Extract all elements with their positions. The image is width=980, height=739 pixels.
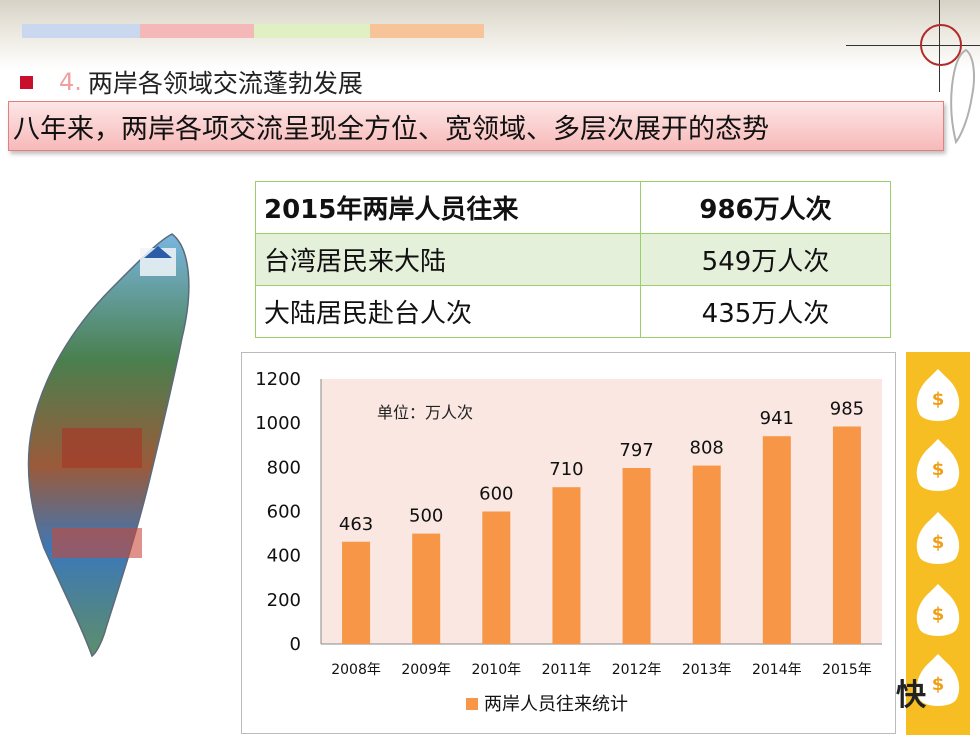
y-tick-label: 400	[267, 546, 301, 567]
bar	[552, 487, 581, 644]
table-row: 2015年两岸人员往来 986万人次	[255, 181, 891, 234]
color-bar-4	[370, 24, 484, 38]
coin-symbol: $	[932, 604, 945, 625]
y-tick-label: 800	[267, 457, 301, 478]
bar	[342, 541, 371, 644]
color-bar-2	[140, 24, 254, 38]
table-cell-label: 台湾居民来大陆	[255, 233, 641, 286]
unit-annotation: 单位：万人次	[377, 403, 473, 422]
table-cell-label: 大陆居民赴台人次	[255, 285, 641, 338]
y-tick-label: 200	[267, 590, 301, 611]
data-label: 941	[760, 408, 794, 429]
coin-bag-icon: $	[916, 654, 960, 706]
data-label: 808	[690, 438, 724, 459]
coin-bags-decor: $ $ $ $ $	[916, 369, 960, 706]
table-cell-value: 986万人次	[640, 181, 891, 234]
coin-bag-icon: $	[916, 512, 960, 564]
corner-logo: 快	[896, 678, 926, 713]
summary-banner: 八年来，两岸各项交流呈现全方位、宽领域、多层次展开的态势	[8, 101, 944, 151]
data-label: 797	[619, 440, 653, 461]
y-tick-label: 1000	[255, 413, 301, 434]
x-tick-label: 2015年	[822, 662, 872, 678]
legend-swatch	[466, 698, 478, 710]
bar	[832, 426, 861, 644]
section-number: 4.	[59, 68, 82, 96]
table-cell-label: 2015年两岸人员往来	[255, 181, 641, 234]
table-cell-value: 549万人次	[640, 233, 891, 286]
section-title: 两岸各领域交流蓬勃发展	[87, 69, 363, 98]
x-tick-label: 2010年	[471, 662, 521, 678]
section-heading: 4. 两岸各领域交流蓬勃发展	[20, 66, 363, 98]
table-row: 大陆居民赴台人次 435万人次	[255, 285, 891, 338]
coin-strip: $ $ $ $ $	[906, 352, 970, 735]
x-tick-label: 2014年	[752, 662, 802, 678]
data-label: 985	[830, 398, 864, 419]
color-bar-3	[254, 24, 370, 38]
coin-bag-icon: $	[916, 439, 960, 491]
bar	[622, 467, 651, 644]
table-row: 台湾居民来大陆 549万人次	[255, 233, 891, 286]
taiwan-map-image	[27, 233, 190, 658]
coin-symbol: $	[932, 389, 945, 410]
bullet-square-icon	[20, 75, 33, 89]
x-tick-label: 2013年	[682, 662, 732, 678]
crosshair-circle	[920, 24, 962, 66]
x-tick-label: 2009年	[401, 662, 451, 678]
coin-bag-icon: $	[916, 369, 960, 421]
table-cell-value: 435万人次	[640, 285, 891, 338]
bar	[482, 511, 511, 644]
crosshair-line-horizontal	[846, 45, 980, 46]
coin-symbol: $	[932, 459, 945, 480]
coin-symbol: $	[932, 674, 945, 695]
color-bar-1	[22, 24, 140, 38]
banner-text: 八年来，两岸各项交流呈现全方位、宽领域、多层次展开的态势	[13, 113, 769, 145]
legend-label: 两岸人员往来统计	[484, 694, 628, 715]
data-label: 710	[549, 459, 583, 480]
x-tick-label: 2012年	[612, 662, 662, 678]
data-label: 463	[339, 514, 373, 535]
bar	[762, 436, 791, 644]
coin-bag-icon: $	[916, 584, 960, 636]
island-outline-icon	[950, 48, 975, 145]
y-tick-label: 0	[290, 634, 301, 655]
y-tick-label: 600	[267, 502, 301, 523]
coin-symbol: $	[932, 532, 945, 553]
y-tick-label: 1200	[255, 369, 301, 390]
bar	[412, 533, 441, 644]
x-tick-label: 2008年	[331, 662, 381, 678]
bar	[692, 465, 721, 644]
bar-chart: 0 200 400 600 800 1000 1200 463 2008年 500 2009年 600…	[255, 369, 882, 715]
data-label: 600	[479, 484, 513, 505]
data-label: 500	[409, 506, 443, 527]
summary-table: 2015年两岸人员往来 986万人次 台湾居民来大陆 549万人次 大陆居民赴台…	[255, 181, 891, 338]
x-tick-label: 2011年	[542, 662, 592, 678]
bar-chart-frame: 0 200 400 600 800 1000 1200 463 2008年 500 2009年 600…	[241, 352, 896, 734]
